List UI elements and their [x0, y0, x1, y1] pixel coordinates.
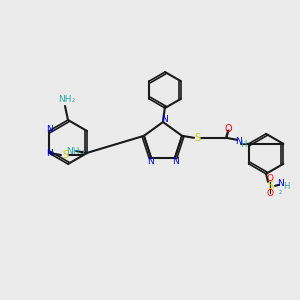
- Text: N: N: [172, 157, 179, 166]
- Text: N: N: [46, 149, 53, 158]
- Text: H: H: [283, 182, 289, 191]
- Text: ₂: ₂: [82, 148, 85, 157]
- Text: O: O: [224, 124, 232, 134]
- Text: N: N: [160, 115, 167, 124]
- Text: O: O: [266, 174, 274, 183]
- Text: H: H: [240, 140, 246, 149]
- Text: NH: NH: [66, 148, 80, 157]
- Text: O: O: [266, 189, 274, 198]
- Text: N: N: [147, 157, 154, 166]
- Text: S: S: [62, 150, 68, 160]
- Text: NH: NH: [58, 94, 72, 103]
- Text: N: N: [235, 137, 242, 146]
- Text: S: S: [267, 181, 273, 191]
- Text: ₂: ₂: [71, 94, 75, 103]
- Text: ₂: ₂: [278, 187, 282, 196]
- Text: N: N: [46, 125, 53, 134]
- Text: N: N: [277, 179, 284, 188]
- Text: S: S: [194, 133, 200, 143]
